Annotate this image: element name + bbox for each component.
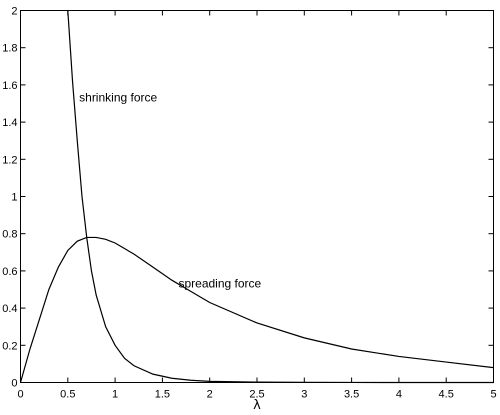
x-tick-label: 1.5 [155,389,170,401]
y-tick-label: 0 [11,378,17,390]
x-tick-label: 2.5 [249,389,264,401]
x-axis-label: λ [253,398,261,413]
y-tick-label: 1.6 [2,80,17,92]
shrinking-force-line [67,10,494,384]
x-tick-label: 3 [301,389,307,401]
series-group [19,10,494,384]
y-tick-label: 2 [11,6,17,18]
annotation-label: shrinking force [79,91,157,105]
x-tick-label: 1 [112,389,118,401]
y-tick-label: 1.4 [2,117,17,129]
x-tick-label: 5 [490,389,496,401]
plot-frame [20,10,494,383]
y-tick-label: 0.2 [2,340,17,352]
x-tick-label: 0 [17,389,23,401]
x-tick-label: 2 [207,389,213,401]
annotation-label: spreading force [178,277,261,291]
y-tick-label: 1.2 [2,154,17,166]
x-tick-label: 4 [396,389,402,401]
axis-ticks: 0 0.5 1 1.5 2 2.5 3 3.5 4 4.5 5 0 0.2 0.4 0.6 0.8 1 1.2 1.… [2,6,496,401]
x-tick-label: 0.5 [60,389,75,401]
x-tick-label: 4.5 [439,389,454,401]
x-tick-label: 3.5 [344,389,359,401]
y-tick-label: 0.4 [2,303,17,315]
y-tick-label: 1 [11,192,17,204]
y-tick-label: 0.8 [2,229,17,241]
y-tick-label: 1.8 [2,43,17,55]
spreading-force-line [19,236,494,383]
annotations: shrinking force spreading force [79,91,261,291]
y-tick-label: 0.6 [2,266,17,278]
